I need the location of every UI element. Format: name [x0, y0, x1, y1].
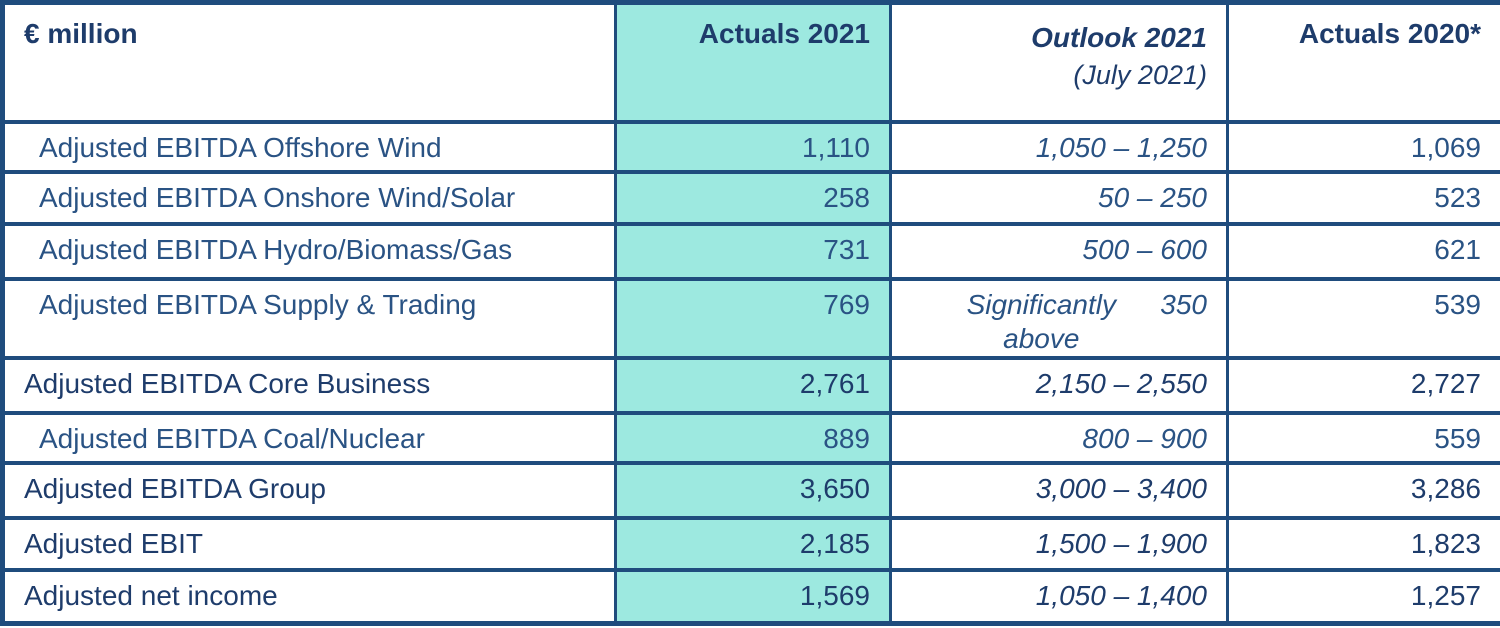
outlook-2021-cell: 2,150 – 2,550: [889, 355, 1229, 415]
outlook-2021-cell: 800 – 900: [889, 410, 1229, 465]
column-header-actuals-2020: Actuals 2020*: [1226, 0, 1500, 124]
row-label: Adjusted EBITDA Onshore Wind/Solar: [1, 169, 617, 226]
actuals-2021-cell: 1,569: [614, 567, 892, 626]
row-label: Adjusted EBITDA Offshore Wind: [1, 119, 617, 174]
unit-header: € million: [1, 0, 617, 124]
column-header-outlook-2021: Outlook 2021 (July 2021): [889, 0, 1229, 124]
actuals-2021-cell: 2,185: [614, 515, 892, 572]
outlook-2021-cell: 3,000 – 3,400: [889, 460, 1229, 520]
table-row: Adjusted EBITDA Onshore Wind/Solar 258 5…: [1, 169, 1500, 226]
column-header-actuals-2021: Actuals 2021: [614, 0, 892, 124]
outlook-2021-cell: 50 – 250: [889, 169, 1229, 226]
header-row: € million Actuals 2021 Outlook 2021 (Jul…: [1, 0, 1500, 124]
actuals-2021-cell: 769: [614, 276, 892, 360]
actuals-2020-cell: 2,727: [1226, 355, 1500, 415]
actuals-2021-cell: 3,650: [614, 460, 892, 520]
actuals-2020-cell: 1,069: [1226, 119, 1500, 174]
row-label: Adjusted EBITDA Hydro/Biomass/Gas: [1, 221, 617, 281]
table-row: Adjusted EBITDA Offshore Wind 1,110 1,05…: [1, 119, 1500, 174]
table-row: Adjusted EBITDA Hydro/Biomass/Gas 731 50…: [1, 221, 1500, 281]
row-label: Adjusted EBITDA Core Business: [1, 355, 617, 415]
actuals-2020-cell: 1,823: [1226, 515, 1500, 572]
row-label: Adjusted EBITDA Coal/Nuclear: [1, 410, 617, 465]
actuals-2021-cell: 2,761: [614, 355, 892, 415]
outlook-qualifier-text: Significantly above: [966, 288, 1116, 354]
outlook-header-title: Outlook 2021: [1031, 22, 1207, 53]
table-row: Adjusted EBITDA Group 3,650 3,000 – 3,40…: [1, 460, 1500, 520]
table-row: Adjusted EBITDA Core Business 2,761 2,15…: [1, 355, 1500, 415]
row-label: Adjusted EBITDA Group: [1, 460, 617, 520]
table-row: Adjusted EBITDA Coal/Nuclear 889 800 – 9…: [1, 410, 1500, 465]
outlook-2021-cell: 1,050 – 1,250: [889, 119, 1229, 174]
row-label: Adjusted EBITDA Supply & Trading: [1, 276, 617, 360]
outlook-value: 350: [1160, 288, 1207, 320]
actuals-2020-cell: 3,286: [1226, 460, 1500, 520]
table-row: Adjusted EBITDA Supply & Trading 769 Sig…: [1, 276, 1500, 360]
table-row: Adjusted EBIT 2,185 1,500 – 1,900 1,823: [1, 515, 1500, 572]
actuals-2020-cell: 539: [1226, 276, 1500, 360]
row-label: Adjusted EBIT: [1, 515, 617, 572]
actuals-2020-cell: 559: [1226, 410, 1500, 465]
actuals-2021-cell: 889: [614, 410, 892, 465]
actuals-2021-cell: 731: [614, 221, 892, 281]
table-row: Adjusted net income 1,569 1,050 – 1,400 …: [1, 567, 1500, 626]
outlook-2021-cell: 1,500 – 1,900: [889, 515, 1229, 572]
actuals-2020-cell: 1,257: [1226, 567, 1500, 626]
actuals-2021-cell: 1,110: [614, 119, 892, 174]
outlook-header-subtitle: (July 2021): [1073, 60, 1207, 90]
actuals-2021-cell: 258: [614, 169, 892, 226]
outlook-2021-cell: Significantly above 350: [889, 276, 1229, 360]
outlook-2021-cell: 1,050 – 1,400: [889, 567, 1229, 626]
outlook-split-content: Significantly above 350: [892, 288, 1207, 356]
row-label: Adjusted net income: [1, 567, 617, 626]
outlook-2021-cell: 500 – 600: [889, 221, 1229, 281]
actuals-2020-cell: 523: [1226, 169, 1500, 226]
actuals-2020-cell: 621: [1226, 221, 1500, 281]
